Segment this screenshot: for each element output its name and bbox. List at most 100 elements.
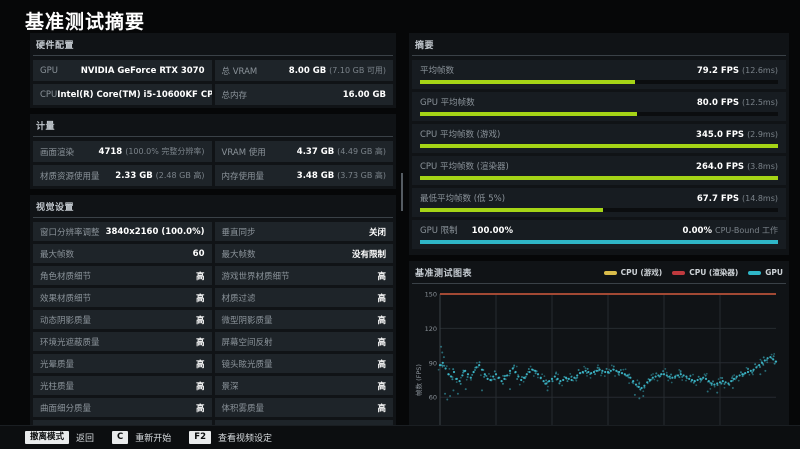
c-key-badge[interactable]: C bbox=[112, 430, 129, 445]
setting-label: VRAM 使用 bbox=[221, 147, 266, 158]
setting-value: 关闭 bbox=[368, 227, 386, 238]
stat-value-sub: (12.6ms) bbox=[741, 66, 778, 75]
chart-title: 基准测试图表 bbox=[415, 269, 473, 279]
setting-label: 动态阴影质量 bbox=[40, 315, 92, 326]
setting-subvalue: (2.48 GB 高) bbox=[155, 171, 205, 180]
stat-bar bbox=[420, 112, 637, 116]
setting-value: 高 bbox=[377, 403, 386, 414]
setting-label: 镜头眩光质量 bbox=[221, 359, 273, 370]
setting-value: 16.00 GB bbox=[342, 89, 386, 100]
stat-bar-track bbox=[420, 80, 778, 84]
setting-label: 屏幕空间反射 bbox=[221, 337, 273, 348]
left-column: 硬件配置 GPU NVIDIA GeForce RTX 3070 总 VRAM 8.0… bbox=[30, 33, 403, 449]
stat-value: 0.00% CPU-Bound 工作 bbox=[682, 226, 778, 236]
escape-key-badge[interactable]: 撤离模式 bbox=[25, 430, 70, 445]
hint-video-settings[interactable]: F2 查看视频设定 bbox=[189, 430, 272, 445]
scrollbar-thumb[interactable] bbox=[401, 173, 403, 211]
setting-cell: 内存使用量 3.48 GB (3.73 GB 高) bbox=[214, 165, 393, 186]
stat-bar bbox=[420, 80, 635, 84]
stat-value-sub: (14.8ms) bbox=[741, 194, 778, 203]
footer-hint-bar: 撤离模式 返回 C 重新开始 F2 查看视频设定 bbox=[0, 425, 800, 449]
legend-item: CPU (游戏) bbox=[603, 267, 663, 278]
summary-stat: CPU 平均帧数 (游戏) 345.0 FPS (2.9ms) bbox=[412, 124, 786, 153]
visual-settings-table: 窗口分辨率调整 3840x2160 (100.0%) 垂直同步 关闭 最大帧数 60 最大帧… bbox=[33, 222, 393, 449]
stat-value: 67.7 FPS (14.8ms) bbox=[696, 194, 778, 204]
setting-subvalue: (3.73 GB 高) bbox=[337, 171, 386, 180]
setting-value: Intel(R) Core(TM) i5-10600KF CPU @ 4.10G… bbox=[57, 89, 212, 100]
legend-label: CPU (渲染器) bbox=[689, 268, 739, 277]
setting-cell: 体积雾质量 高 bbox=[214, 398, 393, 417]
setting-value: 没有限制 bbox=[351, 249, 386, 260]
svg-text:60: 60 bbox=[429, 394, 437, 402]
setting-label: 效果材质细节 bbox=[40, 293, 92, 304]
setting-value: 高 bbox=[195, 293, 205, 304]
setting-cell: VRAM 使用 4.37 GB (4.49 GB 高) bbox=[214, 141, 393, 162]
setting-label: 最大帧数 bbox=[40, 249, 75, 260]
legend-label: CPU (游戏) bbox=[620, 268, 663, 277]
setting-subvalue: (4.49 GB 高) bbox=[337, 147, 386, 156]
stat-value: 80.0 FPS (12.5ms) bbox=[696, 98, 778, 108]
section-benchmark-chart: 基准测试图表 CPU (游戏)CPU (渲染器)GPU 030609012015… bbox=[409, 261, 789, 449]
setting-cell: 总 VRAM 8.00 GB (7.10 GB 可用) bbox=[214, 60, 393, 81]
setting-value: 4.37 GB (4.49 GB 高) bbox=[296, 147, 386, 157]
setting-value: 高 bbox=[377, 381, 386, 392]
setting-value: 高 bbox=[195, 337, 205, 348]
summary-stat: GPU 平均帧数 80.0 FPS (12.5ms) bbox=[412, 92, 786, 121]
setting-cell: 环境光遮蔽质量 高 bbox=[33, 332, 212, 351]
setting-subvalue: (100.0% 完整分辨率) bbox=[125, 147, 205, 156]
svg-text:150: 150 bbox=[425, 291, 437, 299]
f2-key-badge[interactable]: F2 bbox=[189, 430, 212, 445]
svg-text:120: 120 bbox=[425, 325, 437, 333]
stat-value-sub: (2.9ms) bbox=[747, 130, 778, 139]
stat-bar bbox=[420, 176, 778, 180]
setting-label: 材质过滤 bbox=[221, 293, 256, 304]
section-summary: 摘要 平均帧数 79.2 FPS (12.6ms) GPU 平均帧数 80.0 FPS(… bbox=[409, 33, 789, 255]
stat-label: 平均帧数 bbox=[420, 66, 455, 76]
stat-bar-track bbox=[420, 208, 778, 212]
summary-stats: 平均帧数 79.2 FPS (12.6ms) GPU 平均帧数 80.0 FPS (12.… bbox=[412, 60, 786, 249]
summary-stat: CPU 平均帧数 (渲染器) 264.0 FPS (3.8ms) bbox=[412, 156, 786, 185]
stat-bar bbox=[420, 240, 778, 244]
setting-cell: 材质资源使用量 2.33 GB (2.48 GB 高) bbox=[33, 165, 212, 186]
legend-item: GPU bbox=[748, 268, 783, 277]
stat-label: GPU 平均帧数 bbox=[420, 98, 475, 108]
summary-stat: 平均帧数 79.2 FPS (12.6ms) bbox=[412, 60, 786, 89]
setting-label: 垂直同步 bbox=[221, 227, 256, 238]
setting-cell: 最大帧数 60 bbox=[33, 244, 212, 263]
setting-value: 高 bbox=[377, 293, 386, 304]
hardware-table: GPU NVIDIA GeForce RTX 3070 总 VRAM 8.00 GB(… bbox=[33, 60, 393, 105]
setting-cell: GPU NVIDIA GeForce RTX 3070 bbox=[33, 60, 212, 81]
section-hardware: 硬件配置 GPU NVIDIA GeForce RTX 3070 总 VRAM 8.0… bbox=[30, 33, 396, 108]
setting-label: 材质资源使用量 bbox=[40, 171, 100, 182]
stat-bar-track bbox=[420, 240, 778, 244]
setting-value: 高 bbox=[195, 359, 205, 370]
legend-label: GPU bbox=[765, 268, 783, 277]
setting-value: 高 bbox=[195, 403, 205, 414]
setting-value: 高 bbox=[195, 381, 205, 392]
setting-label: 内存使用量 bbox=[221, 171, 265, 182]
chart-header: 基准测试图表 CPU (游戏) CPU (渲染器) GPU bbox=[412, 263, 786, 284]
content-columns: 硬件配置 GPU NVIDIA GeForce RTX 3070 总 VRAM 8.0… bbox=[30, 33, 789, 449]
setting-value: 高 bbox=[195, 315, 205, 326]
setting-cell: 最大帧数 没有限制 bbox=[214, 244, 393, 263]
setting-label: 环境光遮蔽质量 bbox=[40, 337, 100, 348]
stat-value-sub: (3.8ms) bbox=[747, 162, 778, 171]
hint-back[interactable]: 撤离模式 返回 bbox=[25, 430, 94, 445]
stat-label: GPU 限制 100.00% bbox=[420, 226, 513, 236]
setting-cell: 画面渲染 4718 (100.0% 完整分辨率) bbox=[33, 141, 212, 162]
stat-value: 264.0 FPS (3.8ms) bbox=[696, 162, 778, 172]
stat-value: 79.2 FPS (12.6ms) bbox=[696, 66, 778, 76]
setting-label: 画面渲染 bbox=[40, 147, 75, 158]
setting-value: 3840x2160 (100.0%) bbox=[105, 226, 205, 237]
setting-value: 高 bbox=[377, 315, 386, 326]
setting-label: 光柱质量 bbox=[40, 381, 75, 392]
setting-cell: 总内存 16.00 GB bbox=[214, 84, 393, 105]
stat-label: CPU 平均帧数 (游戏) bbox=[420, 130, 501, 140]
setting-value: 8.00 GB (7.10 GB 可用) bbox=[288, 66, 386, 76]
stat-bar-track bbox=[420, 176, 778, 180]
setting-cell: 微型阴影质量 高 bbox=[214, 310, 393, 329]
section-visual-settings: 视觉设置 窗口分辨率调整 3840x2160 (100.0%) 垂直同步 关闭 最大帧数… bbox=[30, 195, 396, 449]
stat-bar-track bbox=[420, 144, 778, 148]
setting-value: 高 bbox=[377, 271, 386, 282]
hint-restart[interactable]: C 重新开始 bbox=[112, 430, 171, 445]
